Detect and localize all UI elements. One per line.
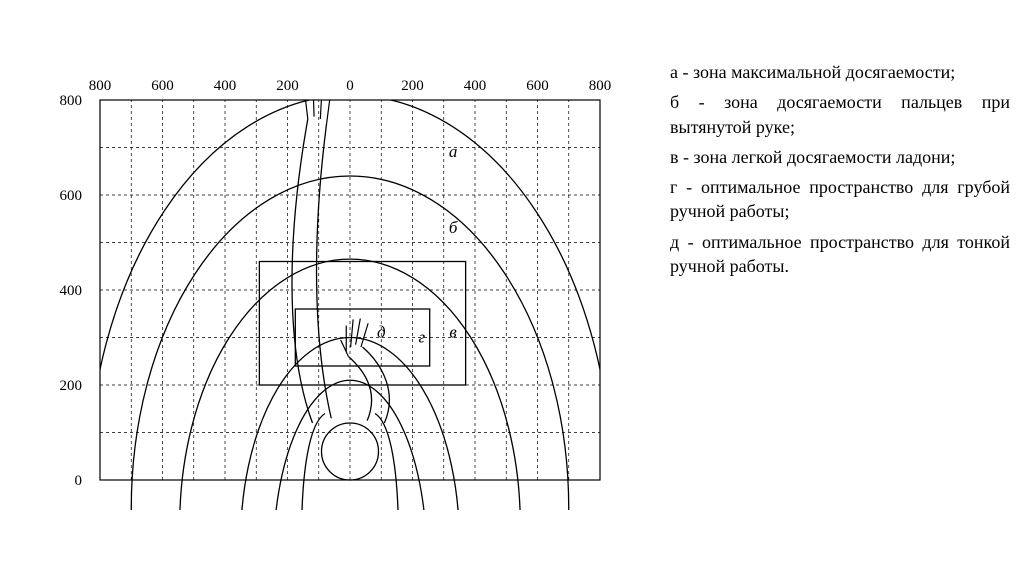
x-tick-label: 0 bbox=[346, 78, 354, 94]
y-tick-label: 400 bbox=[60, 283, 83, 299]
x-tick-label: 400 bbox=[464, 78, 487, 94]
y-tick-label: 800 bbox=[60, 93, 83, 109]
x-tick-label: 200 bbox=[401, 78, 424, 94]
left-hand bbox=[305, 88, 330, 124]
inner-rect bbox=[295, 309, 429, 366]
x-tick-label: 200 bbox=[276, 78, 299, 94]
chart-svg: 800 600 400 200 0 200 400 600 800 0 200 400 600 800 а б… bbox=[40, 40, 640, 510]
x-tick-label: 600 bbox=[151, 78, 174, 94]
page-root: 800 600 400 200 0 200 400 600 800 0 200 400 600 800 а б… bbox=[0, 0, 1024, 574]
legend-item-v: в - зона легкой досягаемости ладони; bbox=[670, 145, 1010, 169]
zone-label-g: г bbox=[419, 327, 426, 346]
x-tick-label: 600 bbox=[526, 78, 549, 94]
legend-item-g: г - оптимальное пространство для грубой … bbox=[670, 175, 1010, 224]
x-tick-label: 800 bbox=[589, 78, 612, 94]
left-arm bbox=[292, 119, 331, 423]
y-tick-label: 200 bbox=[60, 378, 83, 394]
y-tick-label: 0 bbox=[75, 473, 83, 489]
y-tick-label: 600 bbox=[60, 188, 83, 204]
legend-item-a: а - зона максимальной досягаемости; bbox=[670, 60, 1010, 84]
legend-item-d: д - оптимальное пространство для тонкой … bbox=[670, 230, 1010, 279]
zone-label-d: д bbox=[377, 323, 386, 342]
x-tick-label: 800 bbox=[89, 78, 112, 94]
legend-item-b: б - зона досягаемости пальцев при вытяну… bbox=[670, 90, 1010, 139]
reach-zone-diagram: 800 600 400 200 0 200 400 600 800 0 200 400 600 800 а б… bbox=[40, 40, 640, 510]
zone-label-v: в bbox=[449, 323, 457, 342]
zone-label-b: б bbox=[449, 218, 458, 237]
zone-label-a: а bbox=[449, 142, 458, 161]
human-figure bbox=[292, 88, 398, 510]
x-tick-label: 400 bbox=[214, 78, 237, 94]
legend: а - зона максимальной досягаемости; б - … bbox=[670, 60, 1010, 284]
